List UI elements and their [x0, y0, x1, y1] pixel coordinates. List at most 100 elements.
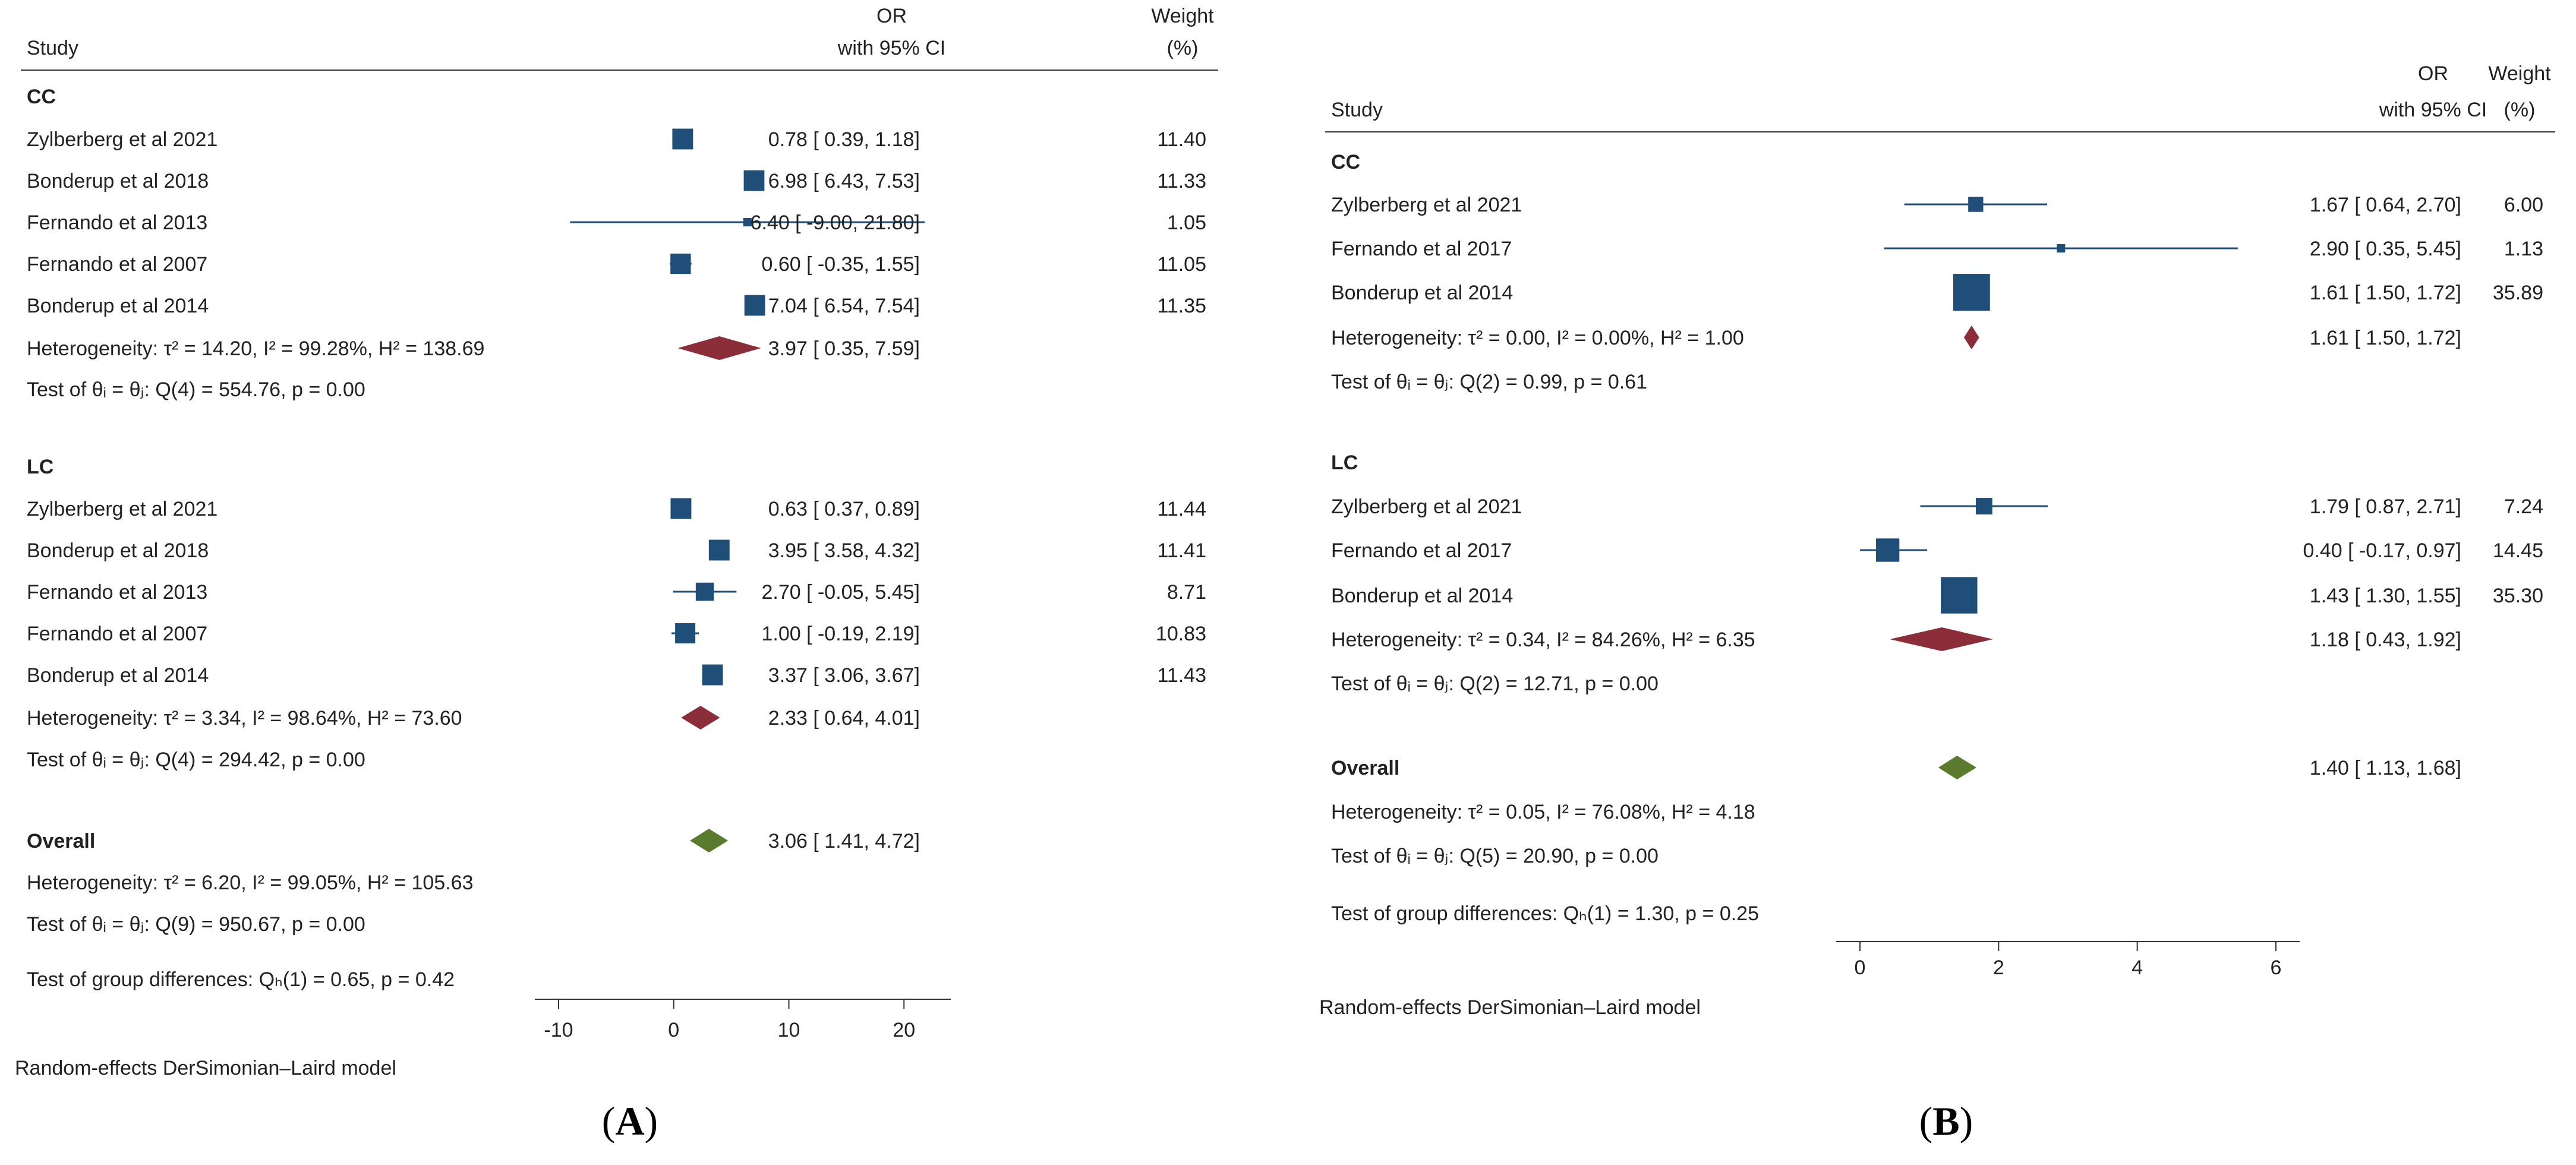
study-label: Fernando et al 2007 [27, 623, 207, 645]
model-note: Random-effects DerSimonian–Laird model [1319, 996, 1701, 1019]
study-marker [672, 128, 693, 150]
weight-value: 8.71 [1167, 581, 1206, 604]
weight-value: 35.30 [2493, 585, 2543, 607]
weight-header: Weight [1151, 5, 1214, 27]
weight-value: 11.05 [1157, 253, 1206, 276]
overall-title: Overall [27, 830, 95, 853]
x-tick-label: 0 [668, 1019, 679, 1041]
or-ci-value: 3.37 [ 3.06, 3.67] [768, 664, 920, 687]
or-ci-value: 2.90 [ 0.35, 5.45] [2310, 238, 2461, 260]
model-note: Random-effects DerSimonian–Laird model [15, 1057, 396, 1079]
subgroup-title: CC [1331, 151, 1360, 173]
panel-label-paren: ( [1919, 1098, 1933, 1144]
homogeneity-test: Test of θᵢ = θⱼ: Q(4) = 554.76, p = 0.00 [27, 378, 365, 401]
study-label: Zylberberg et al 2021 [1331, 495, 1522, 518]
pooled-or-ci-value: 2.33 [ 0.64, 4.01] [768, 707, 920, 730]
weight-value: 1.05 [1167, 211, 1206, 234]
study-marker [2057, 244, 2066, 252]
x-tick-label: 4 [2132, 956, 2143, 979]
or-header: OR [2418, 62, 2448, 85]
group-differences-test: Test of group differences: Qₕ(1) = 1.30,… [1331, 902, 1759, 925]
study-marker [743, 218, 752, 226]
x-tick-label: 2 [1993, 956, 2004, 979]
overall-heterogeneity: Heterogeneity: τ² = 0.05, I² = 76.08%, H… [1331, 801, 1755, 823]
or-ci-value: 1.79 [ 0.87, 2.71] [2310, 495, 2461, 518]
overall-homogeneity-test: Test of θᵢ = θⱼ: Q(9) = 950.67, p = 0.00 [27, 913, 365, 936]
study-label: Zylberberg et al 2021 [27, 498, 217, 520]
panel-label: (A) [602, 1098, 658, 1144]
weight-value: 11.33 [1157, 170, 1206, 192]
study-label: Fernando et al 2007 [27, 253, 207, 276]
study-header: Study [1331, 99, 1383, 121]
overall-or-ci-value: 1.40 [ 1.13, 1.68] [2310, 757, 2461, 779]
study-marker [1975, 498, 1992, 514]
homogeneity-test: Test of θᵢ = θⱼ: Q(4) = 294.42, p = 0.00 [27, 749, 365, 771]
homogeneity-test: Test of θᵢ = θⱼ: Q(2) = 0.99, p = 0.61 [1331, 371, 1647, 393]
weight-value: 6.00 [2504, 194, 2543, 216]
overall-title: Overall [1331, 757, 1399, 779]
x-tick-label: 20 [893, 1019, 915, 1041]
study-marker [1953, 274, 1990, 311]
or-ci-value: 6.98 [ 6.43, 7.53] [768, 170, 920, 192]
subgroup-diamond [677, 336, 761, 360]
subgroup-diamond [681, 706, 720, 730]
overall-diamond [1938, 756, 1976, 779]
or-header: OR [876, 5, 907, 27]
or-ci-value: 1.67 [ 0.64, 2.70] [2310, 194, 2461, 216]
study-header: Study [27, 37, 78, 59]
panel-label-paren: ) [645, 1098, 658, 1144]
weight-value: 11.40 [1157, 128, 1206, 151]
x-tick-label: 6 [2271, 956, 2282, 979]
weight-header: Weight [2488, 62, 2551, 85]
study-label: Bonderup et al 2014 [1331, 585, 1513, 607]
study-marker [670, 253, 691, 274]
group-differences-test: Test of group differences: Qₕ(1) = 0.65,… [27, 968, 455, 991]
panel-label-paren: ( [602, 1098, 616, 1144]
study-label: Fernando et al 2013 [27, 581, 207, 604]
study-marker [702, 664, 723, 686]
study-label: Zylberberg et al 2021 [1331, 194, 1522, 216]
study-marker [695, 582, 714, 601]
study-marker [744, 295, 765, 316]
study-marker [1941, 577, 1978, 614]
overall-homogeneity-test: Test of θᵢ = θⱼ: Q(5) = 20.90, p = 0.00 [1331, 845, 1659, 867]
study-label: Bonderup et al 2018 [27, 539, 209, 562]
study-label: Bonderup et al 2014 [1331, 282, 1513, 304]
panel-label-paren: ) [1960, 1098, 1973, 1144]
or-ci-value: 3.95 [ 3.58, 4.32] [768, 539, 920, 562]
weight-value: 11.43 [1157, 664, 1206, 687]
heterogeneity-text: Heterogeneity: τ² = 0.34, I² = 84.26%, H… [1331, 629, 1755, 651]
or-ci-header: with 95% CI [837, 37, 945, 59]
weight-value: 1.13 [2504, 238, 2543, 260]
subgroup-diamond [1890, 627, 1993, 651]
or-ci-value: 1.43 [ 1.30, 1.55] [2310, 585, 2461, 607]
overall-diamond [690, 829, 729, 853]
or-ci-value: 1.61 [ 1.50, 1.72] [2310, 282, 2461, 304]
study-label: Fernando et al 2017 [1331, 539, 1512, 562]
panel-label: (B) [1919, 1098, 1973, 1144]
or-ci-header: with 95% CI [2379, 99, 2487, 121]
or-ci-value: 2.70 [ -0.05, 5.45] [761, 581, 920, 604]
subgroup-title: LC [27, 456, 53, 478]
or-ci-value: 0.63 [ 0.37, 0.89] [768, 498, 920, 520]
or-ci-value: 1.00 [ -0.19, 2.19] [761, 623, 920, 645]
subgroup-title: LC [1331, 452, 1358, 474]
heterogeneity-text: Heterogeneity: τ² = 0.00, I² = 0.00%, H²… [1331, 327, 1744, 349]
x-tick-label: 10 [778, 1019, 800, 1041]
pooled-or-ci-value: 1.61 [ 1.50, 1.72] [2310, 327, 2461, 349]
weight-value: 10.83 [1156, 623, 1206, 645]
or-ci-value: 7.04 [ 6.54, 7.54] [768, 295, 920, 317]
panel-letter: B [1932, 1098, 1959, 1144]
heterogeneity-text: Heterogeneity: τ² = 3.34, I² = 98.64%, H… [27, 707, 462, 730]
study-marker [670, 498, 692, 519]
study-label: Fernando et al 2013 [27, 211, 207, 234]
heterogeneity-text: Heterogeneity: τ² = 14.20, I² = 99.28%, … [27, 337, 484, 360]
study-marker [743, 170, 765, 191]
x-tick-label: 0 [1855, 956, 1866, 979]
study-marker [1968, 197, 1984, 212]
study-marker [708, 539, 730, 561]
overall-heterogeneity: Heterogeneity: τ² = 6.20, I² = 99.05%, H… [27, 872, 474, 894]
homogeneity-test: Test of θᵢ = θⱼ: Q(2) = 12.71, p = 0.00 [1331, 673, 1659, 695]
weight-value: 11.44 [1157, 498, 1206, 520]
x-tick-label: -10 [544, 1019, 573, 1041]
